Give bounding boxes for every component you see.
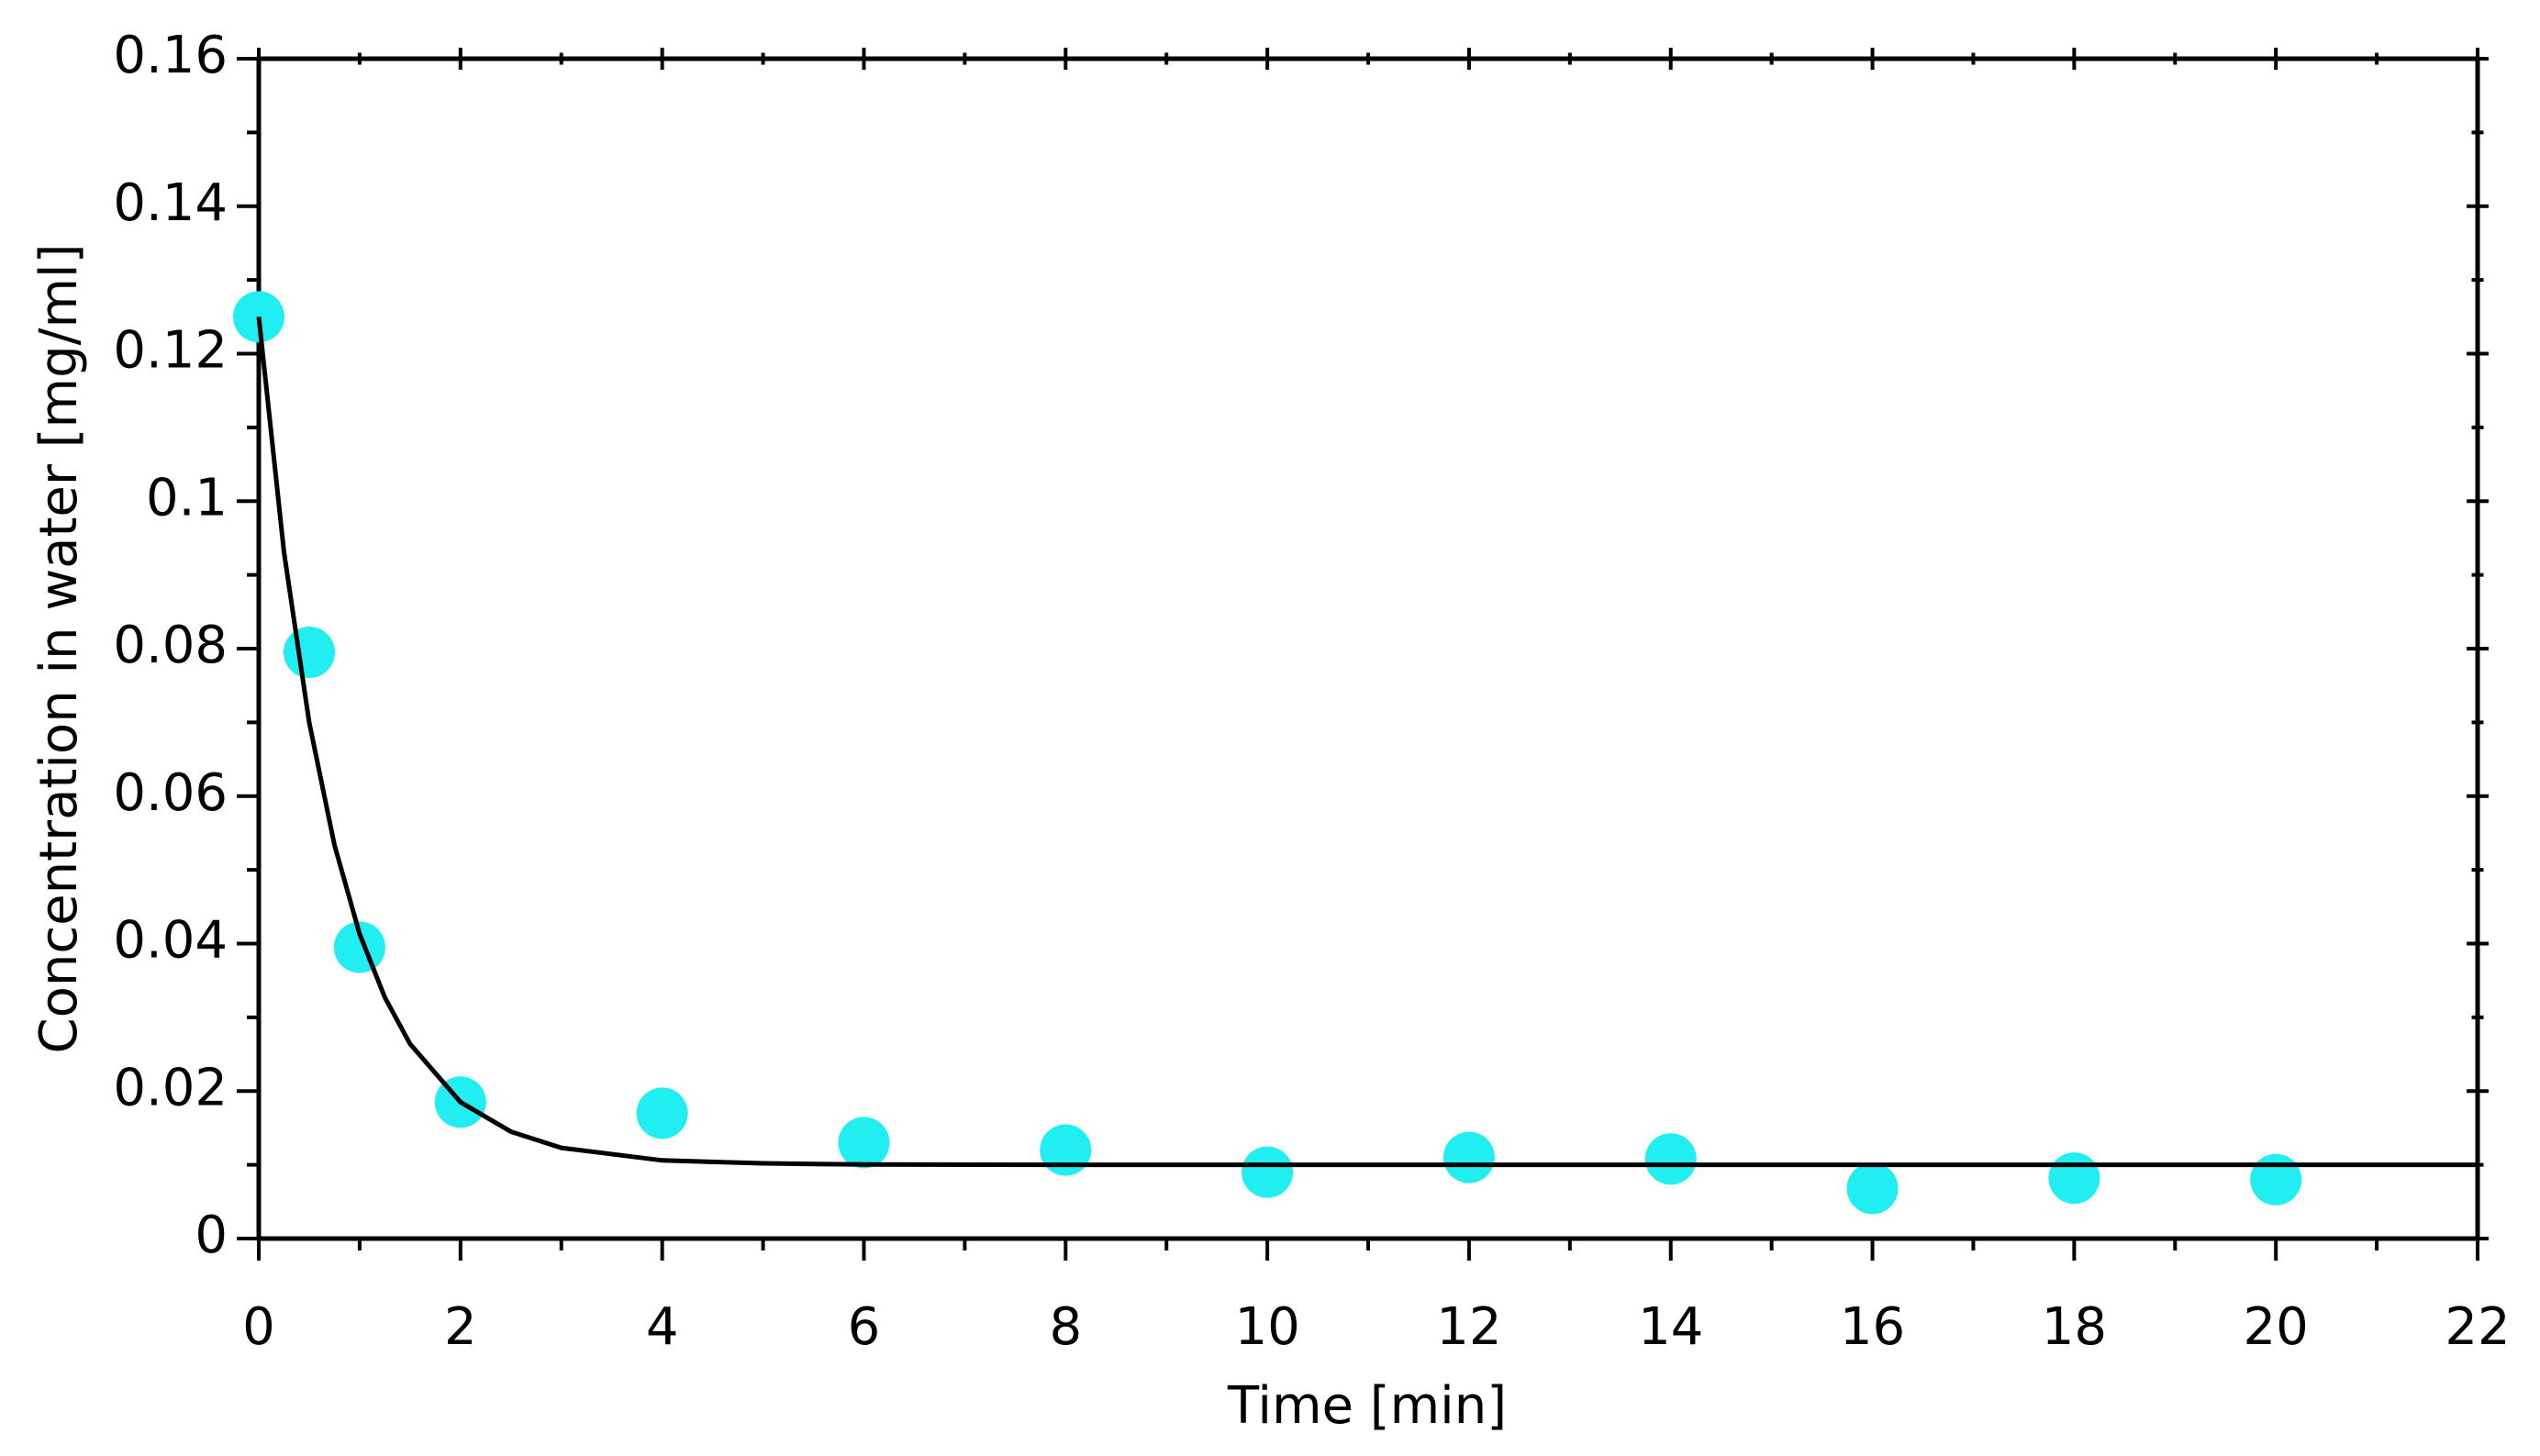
y-tick-label: 0.06: [113, 763, 228, 823]
y-tick-label: 0.12: [113, 321, 228, 381]
x-tick-label: 6: [848, 1297, 881, 1357]
data-point: [2048, 1152, 2100, 1205]
x-tick-label: 2: [444, 1297, 477, 1357]
x-tick-label: 20: [2244, 1297, 2309, 1357]
x-tick-label: 12: [1436, 1297, 1501, 1357]
data-point: [283, 627, 335, 679]
x-tick-label: 22: [2445, 1297, 2510, 1357]
y-tick-label: 0.16: [113, 26, 228, 85]
x-tick-label: 14: [1638, 1297, 1703, 1357]
data-point: [1644, 1133, 1697, 1185]
y-tick-label: 0.1: [146, 468, 228, 528]
x-tick-label: 10: [1234, 1297, 1299, 1357]
plot-frame: [256, 56, 2480, 1241]
x-tick-label: 18: [2042, 1297, 2107, 1357]
data-point: [636, 1087, 688, 1139]
x-axis-title: Time [min]: [1227, 1376, 1507, 1436]
fit-line: [256, 317, 2478, 1168]
y-tick-label: 0: [195, 1206, 228, 1265]
x-tick-label: 16: [1840, 1297, 1905, 1357]
y-axis-title: Concentration in water [mg/ml]: [29, 244, 89, 1054]
x-tick-label: 8: [1049, 1297, 1082, 1357]
data-point: [1242, 1146, 1294, 1198]
y-tick-label: 0.04: [113, 911, 228, 971]
y-tick-label: 0.14: [113, 173, 228, 233]
data-point: [1040, 1124, 1092, 1176]
y-tick-label: 0.08: [113, 616, 228, 675]
data-point: [1846, 1162, 1899, 1215]
data-point: [838, 1117, 890, 1169]
data-point: [1443, 1131, 1495, 1184]
data-point: [2250, 1153, 2302, 1206]
x-tick-label: 4: [646, 1297, 679, 1357]
x-tick-label: 0: [242, 1297, 275, 1357]
y-tick-label: 0.02: [113, 1058, 228, 1117]
